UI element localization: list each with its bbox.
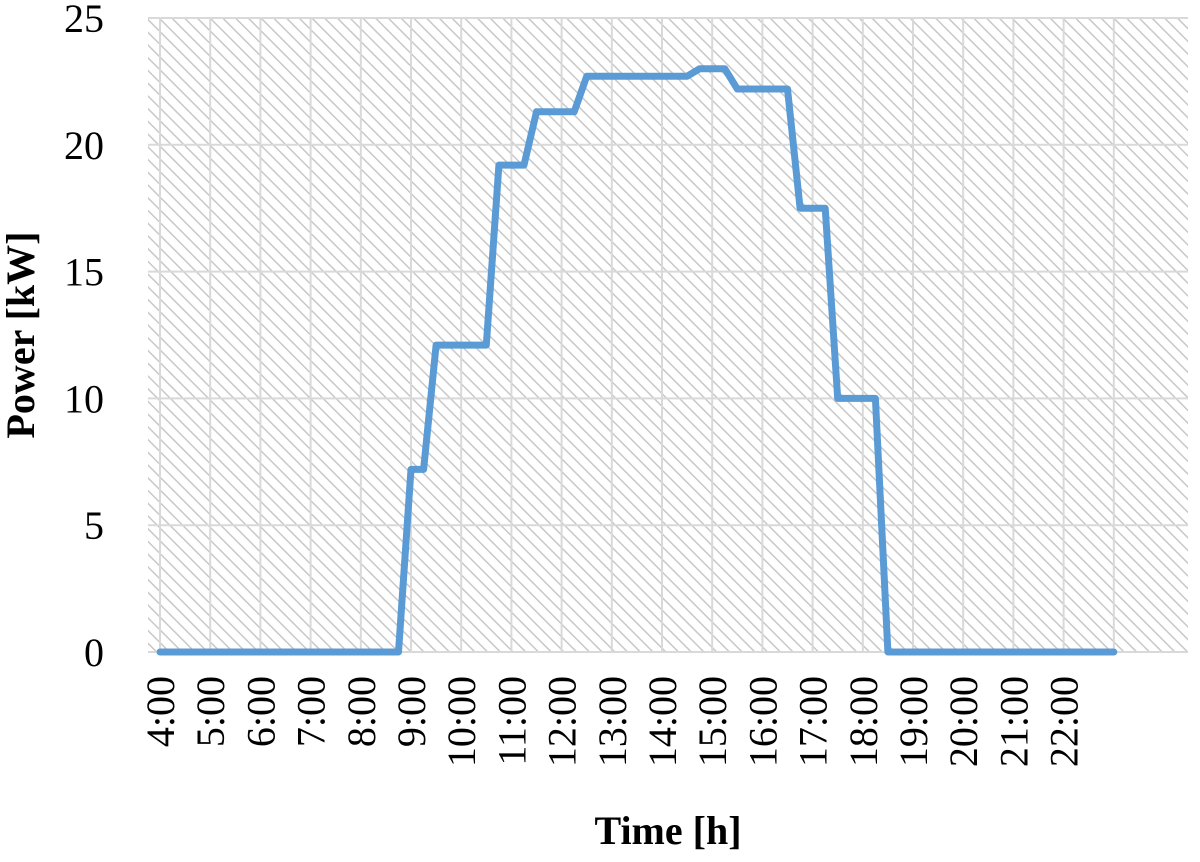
- x-tick-label: 7:00: [289, 676, 334, 747]
- series-group: [156, 65, 1118, 656]
- x-tick-label: 12:00: [540, 676, 585, 767]
- x-tick-label: 14:00: [640, 676, 685, 767]
- x-tick-label: 22:00: [1042, 676, 1087, 767]
- y-tick-label: 20: [64, 123, 104, 168]
- series-line: [156, 65, 1118, 656]
- x-tick-label: 8:00: [339, 676, 384, 747]
- x-tick-label: 17:00: [791, 676, 836, 767]
- x-tick-label: 18:00: [841, 676, 886, 767]
- x-tick-label: 15:00: [690, 676, 735, 767]
- x-tick-label: 11:00: [489, 676, 534, 766]
- x-tick-label: 5:00: [188, 676, 233, 747]
- x-tick-label: 21:00: [991, 676, 1036, 767]
- plot-area: [148, 18, 1188, 652]
- x-tick-label: 16:00: [740, 676, 785, 767]
- y-tick-label: 15: [64, 250, 104, 295]
- x-tick-label: 6:00: [238, 676, 283, 747]
- y-axis-title: Power [kW]: [0, 232, 43, 439]
- y-tick-label: 10: [64, 376, 104, 421]
- x-axis-ticks: 4:00 5:00 6:00 7:00 8:00 9:00 10:00 11:00 12:00 1…: [138, 676, 1087, 767]
- x-tick-label: 20:00: [941, 676, 986, 767]
- x-axis-title: Time [h]: [594, 808, 741, 853]
- x-tick-label: 4:00: [138, 676, 183, 747]
- y-axis-ticks: 0 5 10 15 20 25: [64, 0, 104, 675]
- x-tick-label: 10:00: [439, 676, 484, 767]
- x-tick-label: 19:00: [891, 676, 936, 767]
- y-tick-label: 0: [84, 630, 104, 675]
- gridlines: [148, 17, 1188, 653]
- x-tick-label: 13:00: [590, 676, 635, 767]
- y-tick-label: 25: [64, 0, 104, 41]
- y-tick-label: 5: [84, 503, 104, 548]
- x-tick-label: 9:00: [389, 676, 434, 747]
